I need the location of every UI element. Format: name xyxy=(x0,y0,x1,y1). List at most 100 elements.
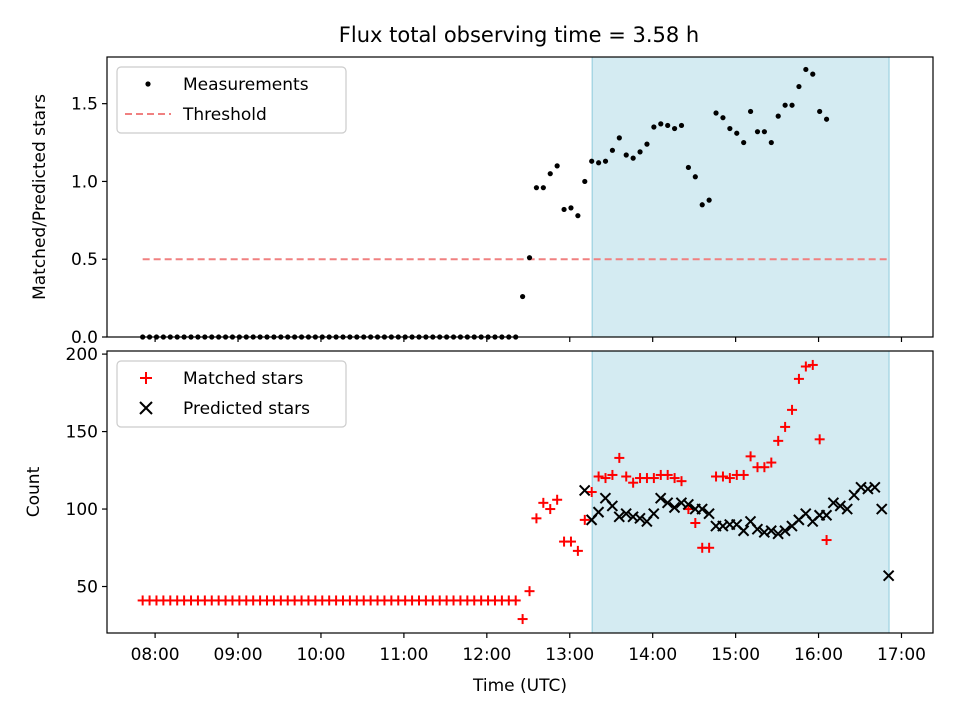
matched-star-point xyxy=(807,359,818,370)
matched-star-point xyxy=(780,421,791,432)
matched-star-point xyxy=(565,536,576,547)
matched-star-point xyxy=(538,497,549,508)
axes-frame xyxy=(106,350,934,634)
predicted-star-point xyxy=(703,507,715,520)
matched-star-point xyxy=(773,435,784,446)
matched-star-point xyxy=(676,476,687,487)
legend-box xyxy=(116,66,347,134)
legend-box xyxy=(116,360,347,428)
predicted-star-point xyxy=(613,511,625,523)
matched-star-point xyxy=(648,473,659,484)
predicted-star-point xyxy=(779,525,791,537)
x-marker-b xyxy=(869,481,881,494)
x-marker-b xyxy=(654,492,667,504)
legend-label: Measurements xyxy=(183,75,309,95)
predicted-star-point xyxy=(606,500,619,512)
measurement-point xyxy=(589,158,595,164)
measurement-point xyxy=(630,155,636,161)
x-marker-b xyxy=(737,525,750,537)
matched-star-point xyxy=(800,361,811,372)
legend-predicted-swatch xyxy=(139,401,153,415)
measurement-point xyxy=(540,185,546,191)
predicted-star-point xyxy=(592,506,605,518)
measurement-point xyxy=(713,110,719,116)
x-tick-label: 13:00 xyxy=(545,645,594,665)
x-marker-b xyxy=(758,526,771,538)
x-marker-b xyxy=(648,507,660,520)
predicted-star-point xyxy=(661,497,674,509)
x-tick-label: 09:00 xyxy=(214,645,263,665)
predicted-star-point xyxy=(765,525,777,537)
measurement-point xyxy=(602,158,609,164)
measurement-point xyxy=(720,115,726,121)
legend-label: Matched stars xyxy=(183,369,303,389)
matched-star-point xyxy=(607,469,618,480)
matched-star-point xyxy=(704,542,715,553)
matched-star-point xyxy=(669,473,680,484)
x-marker-b xyxy=(827,497,840,509)
measurement-point xyxy=(796,83,802,90)
matched-star-point xyxy=(690,517,701,528)
matched-star-point xyxy=(724,473,735,484)
measurement-point xyxy=(741,139,747,146)
x-marker-b xyxy=(703,507,715,520)
x-marker-b xyxy=(841,503,853,515)
measurement-point xyxy=(644,141,650,147)
measurement-point xyxy=(616,135,622,141)
measurement-point xyxy=(775,113,781,119)
x-marker-b xyxy=(661,497,674,509)
legend: Matched stars Predicted stars xyxy=(116,360,347,428)
predicted-star-point xyxy=(634,512,646,525)
predicted-star-point xyxy=(682,498,695,511)
x-marker-b xyxy=(800,507,812,520)
x-tick-label: 15:00 xyxy=(711,645,760,665)
matched-star-point xyxy=(593,471,604,482)
chart-title: Flux total observing time = 3.58 h xyxy=(339,23,699,47)
matched-star-point xyxy=(787,404,798,415)
observing-window-shade xyxy=(591,350,890,634)
predicted-star-point xyxy=(772,528,784,540)
predicted-star-point xyxy=(869,481,881,494)
x-tick-label: 08:00 xyxy=(131,645,180,665)
matched-star-point xyxy=(628,477,639,488)
measurement-point xyxy=(665,122,671,129)
predicted-star-point xyxy=(751,523,764,535)
measurement-point xyxy=(727,125,733,132)
x-axis-label: Time (UTC) xyxy=(472,676,567,696)
x-marker-b xyxy=(730,518,743,531)
measurement-point xyxy=(596,160,602,166)
x-marker-b xyxy=(634,512,646,525)
x-marker-b xyxy=(682,498,695,511)
predicted-star-point xyxy=(620,507,632,520)
matched-star-point xyxy=(717,471,728,482)
predicted-star-point xyxy=(737,525,750,537)
matched-star-point xyxy=(524,586,535,597)
measurement-point xyxy=(554,163,560,169)
measurement-point xyxy=(685,164,692,171)
x-marker-b xyxy=(779,525,791,537)
observing-window-shade xyxy=(591,56,890,338)
measurement-point xyxy=(789,102,795,108)
measurement-point xyxy=(692,174,698,180)
y-tick-label: 1.5 xyxy=(71,95,98,115)
measurement-point xyxy=(803,66,809,73)
x-tick-label: 14:00 xyxy=(628,645,677,665)
matched-star-point xyxy=(552,494,563,505)
measurement-point xyxy=(761,129,767,135)
y-axis-label: Count xyxy=(24,466,44,517)
measurement-point xyxy=(575,213,581,219)
legend-label: Threshold xyxy=(182,105,267,125)
predicted-star-point xyxy=(648,507,660,520)
legend-measurement-swatch xyxy=(145,81,151,87)
measurement-point xyxy=(623,152,629,158)
y-axis-label: Matched/Predicted stars xyxy=(30,94,50,300)
predicted-star-point xyxy=(834,500,846,512)
matched-star-point xyxy=(517,614,528,625)
x-marker-b xyxy=(744,515,757,528)
matched-star-point xyxy=(579,514,590,525)
y-tick-label: 1.0 xyxy=(71,172,98,192)
axes-frame xyxy=(106,56,934,338)
x-tick-label: 10:00 xyxy=(296,645,345,665)
x-marker-b xyxy=(620,507,632,520)
matched-star-point xyxy=(586,487,597,497)
